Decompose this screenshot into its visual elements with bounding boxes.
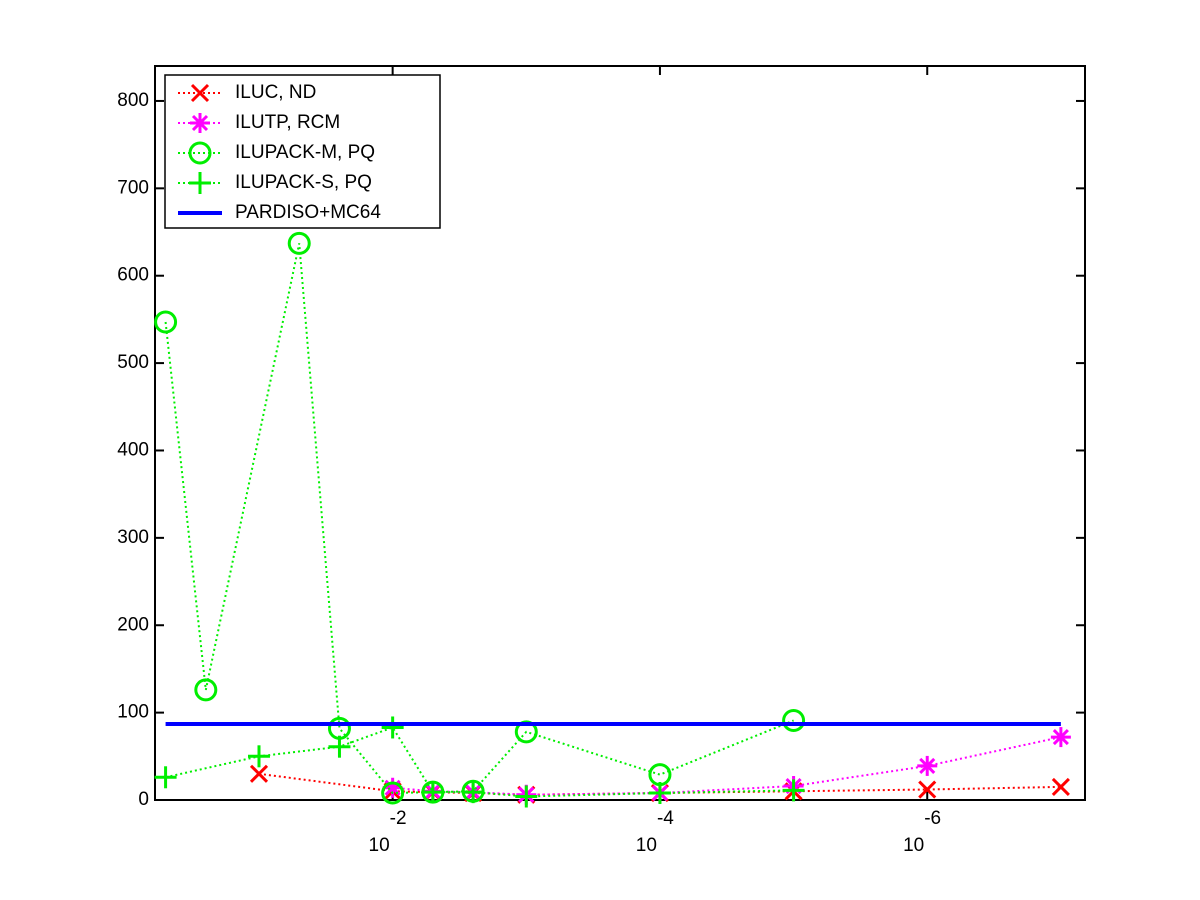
x-tick-exponent: -2: [390, 808, 407, 829]
y-tick-label: 600: [117, 265, 149, 286]
marker: [247, 745, 270, 768]
x-tick-label: 10: [903, 835, 924, 856]
marker: [194, 678, 218, 702]
marker-stroke: [190, 83, 210, 103]
marker: [189, 172, 211, 194]
marker: [188, 141, 212, 165]
marker: [1051, 777, 1070, 796]
legend-label: ILUC, ND: [235, 82, 316, 103]
marker: [782, 708, 806, 732]
legend: ILUC, ND ILUTP, RCM ILUPACK-M, PQ ILUPACK-S…: [164, 74, 441, 229]
marker: [421, 781, 444, 804]
marker-circle: [381, 781, 405, 805]
marker-stroke: [1051, 777, 1070, 796]
marker-stroke: [1052, 729, 1069, 746]
legend-label: ILUPACK-M, PQ: [235, 142, 375, 163]
y-tick-label: 500: [117, 352, 149, 373]
marker: [917, 755, 938, 776]
marker: [462, 781, 485, 804]
marker-stroke: [249, 764, 269, 783]
marker: [782, 779, 805, 802]
x-tick-label: 10: [636, 835, 657, 856]
y-tick-label: 200: [117, 614, 149, 635]
marker: [154, 310, 178, 334]
marker: [328, 735, 351, 758]
legend-label: ILUTP, RCM: [235, 112, 340, 133]
x-tick-exponent: -4: [657, 808, 674, 829]
marker-circle: [782, 708, 806, 732]
marker-circle: [194, 678, 218, 702]
marker: [381, 716, 404, 739]
legend-label: PARDISO+MC64: [235, 202, 381, 223]
marker-circle: [514, 720, 538, 744]
marker: [514, 720, 538, 744]
marker-circle: [154, 310, 178, 334]
y-tick-label: 0: [138, 789, 149, 810]
x-tick-label: 10: [369, 835, 390, 856]
marker: [515, 785, 538, 808]
y-tick-label: 700: [117, 177, 149, 198]
y-tick-label: 400: [117, 439, 149, 460]
marker: [190, 113, 210, 133]
y-tick-label: 300: [117, 527, 149, 548]
series-line: [164, 243, 794, 795]
legend-label: ILUPACK-S, PQ: [235, 172, 372, 193]
marker-stroke: [191, 114, 209, 132]
marker-circle: [287, 231, 311, 255]
marker: [1050, 727, 1071, 748]
marker: [918, 780, 937, 799]
x-tick-exponent: -6: [924, 808, 941, 829]
y-tick-label: 800: [117, 90, 149, 111]
marker: [154, 766, 177, 789]
marker-stroke: [918, 780, 937, 799]
marker: [190, 83, 210, 103]
marker-circle: [188, 141, 212, 165]
marker: [249, 764, 269, 783]
marker: [381, 781, 405, 805]
marker-stroke: [919, 757, 936, 774]
marker: [648, 782, 671, 805]
series-line: [392, 736, 1062, 796]
marker: [287, 231, 311, 255]
y-tick-label: 100: [117, 702, 149, 723]
